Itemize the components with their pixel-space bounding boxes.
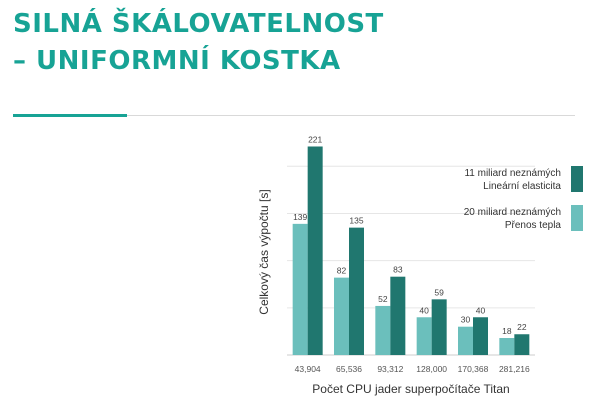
x-tick-label-3: 128,000	[416, 364, 447, 374]
bar-series1-1	[349, 227, 364, 355]
slide-title: SILNÁ ŠKÁLOVATELNOST – UNIFORMNÍ KOSTKA	[13, 6, 384, 80]
legend-label-0-1: Lineární elasticita	[483, 181, 561, 192]
legend: 11 miliard neznámých Lineární elasticita 2…	[464, 166, 583, 231]
title-divider-accent	[13, 114, 127, 117]
slide-title-line-2: – UNIFORMNÍ KOSTKA	[13, 46, 341, 76]
legend-swatch-1	[571, 205, 583, 231]
title-divider	[13, 115, 575, 116]
bar-series0-5	[499, 338, 515, 355]
x-tick-label-0: 43,904	[295, 364, 321, 374]
data-label-series0-2: 52	[378, 294, 388, 304]
bars	[292, 146, 530, 355]
legend-label-1-0: 20 miliard neznámých	[464, 207, 561, 218]
legend-label-1-1: Přenos tepla	[505, 220, 562, 231]
bar-series0-0	[292, 223, 308, 355]
bar-series1-2	[390, 276, 406, 355]
data-label-series0-0: 139	[293, 212, 307, 222]
bar-series0-2	[375, 305, 391, 355]
data-label-series0-3: 40	[419, 305, 429, 315]
legend-swatch-0	[571, 166, 583, 192]
x-tick-label-2: 93,312	[377, 364, 403, 374]
data-label-series1-5: 22	[517, 322, 527, 332]
slide-title-line-1: SILNÁ ŠKÁLOVATELNOST	[13, 9, 384, 39]
data-label-series1-1: 135	[349, 216, 363, 226]
data-label-series0-1: 82	[337, 266, 347, 276]
data-label-series1-2: 83	[393, 265, 403, 275]
data-labels: 139 221 82 135 52 83 40 59 30 40 18 22	[293, 134, 527, 336]
data-label-series1-4: 40	[476, 305, 486, 315]
bar-series1-5	[514, 334, 530, 355]
data-label-series1-3: 59	[434, 287, 444, 297]
bar-series0-3	[416, 317, 432, 355]
bar-series1-0	[307, 146, 323, 355]
data-label-series1-0: 221	[308, 134, 322, 144]
x-tick-label-4: 170,368	[458, 364, 489, 374]
grid-lines	[287, 165, 535, 356]
bar-series1-3	[431, 299, 447, 355]
x-tick-labels: 43,904 65,536 93,312 128,000 170,368 281,216	[295, 364, 530, 374]
y-axis-label: Celkový čas výpočtu [s]	[257, 189, 271, 314]
x-tick-label-1: 65,536	[336, 364, 362, 374]
x-tick-label-5: 281,216	[499, 364, 530, 374]
x-axis-label: Počet CPU jader superpočítače Titan	[312, 382, 509, 396]
bar-series0-4	[458, 326, 473, 355]
bar-series0-1	[334, 277, 349, 355]
data-label-series0-5: 18	[502, 326, 512, 336]
data-label-series0-4: 30	[461, 315, 471, 325]
legend-label-0-0: 11 miliard neznámých	[464, 168, 561, 179]
bar-series1-4	[473, 317, 488, 355]
